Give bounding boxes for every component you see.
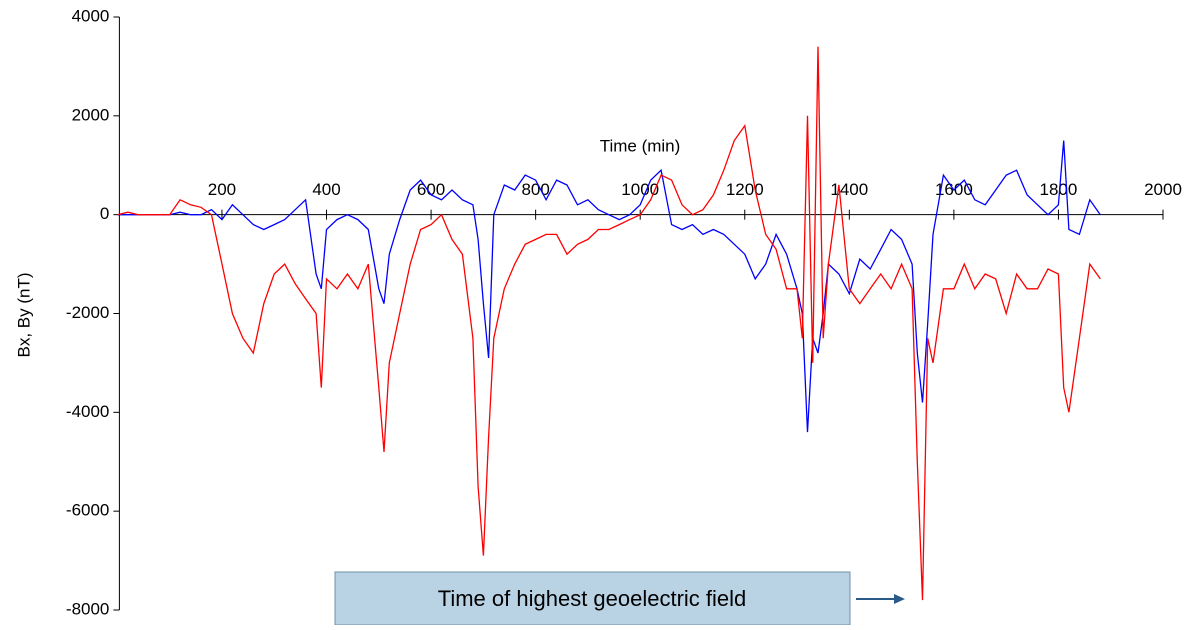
arrow-head (894, 594, 905, 604)
x-tick-label: 1400 (830, 180, 868, 199)
annotation-box (334, 571, 851, 626)
x-tick-label: 600 (417, 180, 445, 199)
x-tick-label: 1800 (1040, 180, 1078, 199)
series-line (117, 46, 1101, 601)
x-tick-label: 400 (312, 180, 340, 199)
x-tick-label: 1000 (621, 180, 659, 199)
series-line (117, 140, 1101, 433)
y-tick-label: 0 (100, 204, 109, 223)
y-tick-label: -4000 (66, 402, 109, 421)
y-tick-label: 4000 (72, 6, 110, 25)
x-tick-label: 1200 (726, 180, 764, 199)
y-tick-label: -8000 (66, 599, 109, 618)
x-tick-label: 800 (521, 180, 549, 199)
x-tick-label: 200 (208, 180, 236, 199)
x-tick-label: 2000 (1144, 180, 1182, 199)
x-axis-title: Time (min) (600, 136, 681, 155)
y-axis-title: Bx, By (nT) (14, 272, 33, 357)
y-tick-label: -6000 (66, 501, 109, 520)
annotation: Time of highest geoelectric field (438, 586, 747, 611)
y-tick-label: 2000 (72, 105, 110, 124)
y-tick-label: -2000 (66, 303, 109, 322)
